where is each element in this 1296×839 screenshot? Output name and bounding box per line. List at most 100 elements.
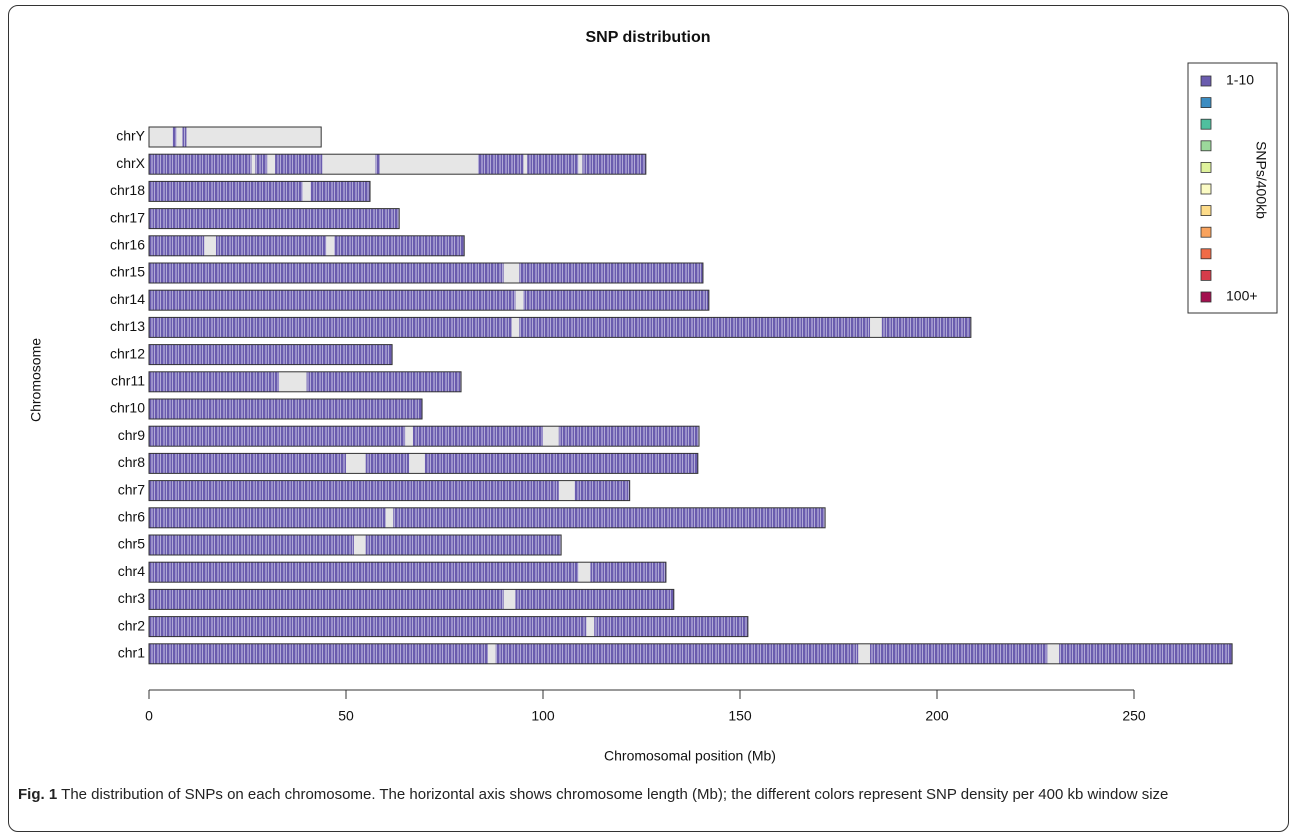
low-density-region: [176, 127, 183, 147]
chromosome-outline: [148, 643, 1233, 665]
legend-swatch: [1200, 140, 1212, 152]
y-tick-label: chr7: [118, 481, 145, 497]
chromosome-outline: [148, 398, 423, 420]
low-density-region: [409, 453, 425, 474]
low-density-region: [353, 535, 366, 555]
y-tick-label: chr18: [110, 182, 145, 198]
low-density-region: [543, 426, 559, 447]
low-density-region: [511, 317, 520, 338]
low-density-region: [279, 371, 307, 392]
figure-frame: [8, 5, 1289, 832]
low-density-region: [503, 263, 520, 283]
chromosome-outline: [148, 235, 465, 257]
chromosome-bar: [149, 344, 393, 365]
low-density-region: [858, 643, 871, 664]
chromosome-bar: [149, 317, 971, 338]
chromosome-bar: [149, 181, 371, 202]
legend-swatch: [1200, 183, 1212, 195]
chromosome-outline: [148, 616, 749, 638]
y-tick-label: chr10: [110, 400, 145, 416]
y-tick-label: chr2: [118, 617, 145, 633]
chromosome-bar: [149, 399, 423, 419]
low-density-region: [586, 616, 595, 637]
chromosome-outline: [148, 507, 826, 529]
low-density-region: [523, 154, 528, 175]
low-density-region: [578, 154, 583, 175]
legend-swatch: [1200, 291, 1212, 303]
x-tick-label: 150: [728, 708, 752, 724]
y-tick-label: chr11: [111, 373, 145, 389]
chromosome-outline: [148, 534, 562, 556]
legend-swatch: [1200, 205, 1212, 217]
low-density-region: [405, 426, 413, 447]
chromosome-outline: [148, 588, 675, 610]
low-density-region: [503, 589, 516, 610]
chromosome-outline: [148, 344, 393, 366]
low-density-region: [578, 562, 591, 583]
chromosome-outline: [148, 126, 322, 148]
low-density-region: [1047, 643, 1060, 664]
chromosome-bar: [149, 426, 700, 447]
low-density-region: [251, 154, 256, 175]
low-density-region: [515, 290, 524, 311]
chromosome-bar: [149, 263, 703, 283]
chromosome-bar: [149, 562, 666, 583]
chromosome-bar: [149, 480, 630, 501]
x-tick-label: 200: [925, 708, 949, 724]
chromosome-outline: [148, 480, 631, 502]
chromosome-outline: [148, 262, 704, 284]
legend-swatch: [1200, 226, 1212, 238]
x-tick-label: 100: [531, 708, 555, 724]
chromosome-outline: [148, 316, 972, 338]
legend-swatch: [1200, 97, 1212, 108]
chromosome-outline: [148, 153, 647, 175]
x-tick-label: 0: [145, 708, 153, 724]
caption: Fig. 1 The distribution of SNPs on each c…: [18, 784, 1273, 805]
chromosome-outline: [148, 180, 371, 202]
low-density-region: [870, 317, 882, 338]
y-tick-label: chr9: [118, 427, 145, 443]
legend-label: 1-10: [1226, 72, 1254, 88]
low-density-region: [204, 235, 216, 256]
y-tick-label: chr3: [118, 590, 145, 606]
chromosome-bar: [149, 616, 748, 637]
caption-text: The distribution of SNPs on each chromos…: [61, 786, 1169, 803]
y-tick-label: chr12: [110, 345, 145, 361]
y-tick-label: chr13: [110, 318, 145, 334]
low-density-region: [149, 127, 173, 147]
legend-swatch: [1200, 161, 1212, 173]
x-tick-label: 50: [338, 708, 354, 724]
y-tick-label: chr4: [118, 563, 145, 579]
legend-swatch: [1200, 248, 1212, 260]
low-density-region: [558, 480, 575, 501]
chart: SNP distribution Chromosomal position (M…: [28, 29, 1278, 764]
chromosome-outline: [148, 371, 462, 393]
x-axis-title: Chromosomal position (Mb): [604, 748, 776, 764]
low-density-region: [326, 235, 335, 256]
chromosome-outline: [148, 289, 710, 311]
chromosome-outline: [148, 208, 400, 230]
y-tick-label: chrX: [116, 155, 145, 171]
low-density-region: [379, 154, 478, 175]
y-axis-title: Chromosome: [28, 338, 44, 422]
chromosome-bar: [149, 290, 709, 311]
low-density-region: [322, 154, 376, 175]
legend-swatch: [1200, 75, 1212, 87]
chromosome-bar: [149, 208, 400, 229]
x-tick-label: 250: [1122, 708, 1146, 724]
low-density-region: [186, 127, 322, 147]
y-tick-label: chr6: [118, 509, 145, 525]
legend-label: 100+: [1226, 288, 1258, 304]
chromosome-outline: [148, 452, 699, 474]
legend-title: SNPs/400kb: [1253, 141, 1269, 219]
chromosome-bar: [149, 235, 465, 256]
low-density-region: [385, 507, 394, 528]
chromosome-bar: [149, 643, 1233, 664]
low-density-region: [346, 453, 366, 474]
y-tick-label: chr15: [110, 264, 145, 280]
legend-swatch: [1200, 269, 1212, 281]
low-density-region: [302, 181, 311, 202]
y-tick-label: chr16: [110, 237, 145, 253]
y-tick-label: chr14: [110, 291, 145, 307]
low-density-region: [487, 643, 496, 664]
